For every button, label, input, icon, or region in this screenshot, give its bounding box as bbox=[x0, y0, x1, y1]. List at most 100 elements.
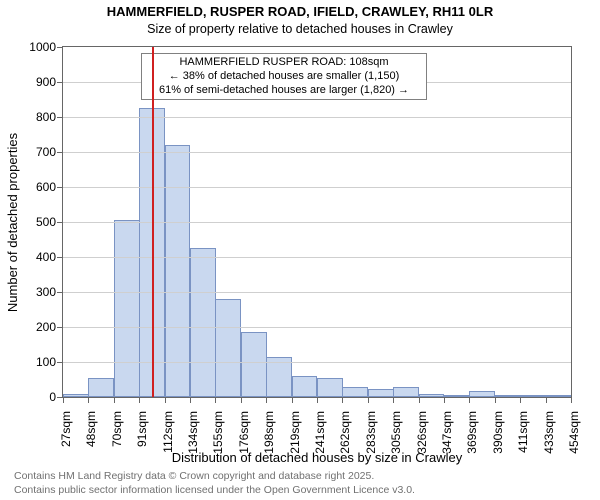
y-tick-label: 500 bbox=[16, 215, 56, 229]
histogram-bar bbox=[368, 389, 394, 397]
y-tick-label: 800 bbox=[16, 110, 56, 124]
histogram-bar bbox=[546, 395, 572, 397]
x-tick-label: 198sqm bbox=[262, 411, 276, 471]
x-tick-mark bbox=[317, 398, 318, 403]
x-tick-label: 305sqm bbox=[389, 411, 403, 471]
histogram-bar bbox=[215, 299, 241, 397]
x-tick-mark bbox=[63, 398, 64, 403]
y-tick-label: 200 bbox=[16, 320, 56, 334]
gridline bbox=[63, 187, 571, 188]
y-tick-label: 700 bbox=[16, 145, 56, 159]
x-tick-mark bbox=[571, 398, 572, 403]
gridline bbox=[63, 327, 571, 328]
x-tick-label: 283sqm bbox=[364, 411, 378, 471]
y-tick-mark bbox=[57, 257, 62, 258]
annotation-line-2: ← 38% of detached houses are smaller (1,… bbox=[146, 70, 422, 84]
x-tick-label: 369sqm bbox=[465, 411, 479, 471]
y-tick-label: 100 bbox=[16, 355, 56, 369]
histogram-bar bbox=[241, 332, 267, 397]
x-tick-label: 262sqm bbox=[338, 411, 352, 471]
histogram-bar bbox=[469, 391, 495, 397]
gridline bbox=[63, 117, 571, 118]
y-tick-mark bbox=[57, 222, 62, 223]
x-tick-mark bbox=[520, 398, 521, 403]
y-tick-mark bbox=[57, 292, 62, 293]
gridline bbox=[63, 292, 571, 293]
y-tick-mark bbox=[57, 362, 62, 363]
y-tick-label: 600 bbox=[16, 180, 56, 194]
histogram-bar bbox=[292, 376, 318, 397]
x-tick-mark bbox=[190, 398, 191, 403]
histogram-bar bbox=[495, 395, 521, 397]
histogram-bar bbox=[444, 395, 470, 397]
x-tick-mark bbox=[139, 398, 140, 403]
histogram-bar bbox=[165, 145, 191, 397]
x-tick-mark bbox=[393, 398, 394, 403]
x-tick-label: 241sqm bbox=[313, 411, 327, 471]
y-tick-mark bbox=[57, 47, 62, 48]
y-tick-label: 0 bbox=[16, 390, 56, 404]
x-tick-mark bbox=[266, 398, 267, 403]
x-tick-label: 70sqm bbox=[110, 411, 124, 471]
x-tick-mark bbox=[292, 398, 293, 403]
histogram-bar bbox=[317, 378, 343, 397]
x-tick-label: 91sqm bbox=[135, 411, 149, 471]
gridline bbox=[63, 152, 571, 153]
histogram-bar bbox=[63, 394, 89, 397]
histogram-bar bbox=[419, 394, 445, 397]
x-tick-label: 454sqm bbox=[567, 411, 581, 471]
y-tick-mark bbox=[57, 397, 62, 398]
y-tick-mark bbox=[57, 327, 62, 328]
x-tick-label: 347sqm bbox=[440, 411, 454, 471]
histogram-bar bbox=[190, 248, 216, 397]
y-tick-label: 900 bbox=[16, 75, 56, 89]
histogram-bar bbox=[520, 395, 546, 397]
chart-title-sub: Size of property relative to detached ho… bbox=[0, 22, 600, 36]
gridline bbox=[63, 257, 571, 258]
x-tick-label: 411sqm bbox=[516, 411, 530, 471]
plot-area: HAMMERFIELD RUSPER ROAD: 108sqm ← 38% of… bbox=[62, 46, 572, 398]
histogram-bar bbox=[393, 387, 419, 397]
x-tick-mark bbox=[241, 398, 242, 403]
x-tick-mark bbox=[342, 398, 343, 403]
footnote-1: Contains HM Land Registry data © Crown c… bbox=[14, 470, 374, 482]
chart-root: HAMMERFIELD, RUSPER ROAD, IFIELD, CRAWLE… bbox=[0, 0, 600, 500]
x-tick-mark bbox=[469, 398, 470, 403]
gridline bbox=[63, 362, 571, 363]
y-tick-label: 1000 bbox=[16, 40, 56, 54]
x-tick-label: 219sqm bbox=[288, 411, 302, 471]
x-tick-label: 390sqm bbox=[491, 411, 505, 471]
x-tick-label: 48sqm bbox=[84, 411, 98, 471]
gridline bbox=[63, 222, 571, 223]
x-tick-mark bbox=[165, 398, 166, 403]
x-tick-label: 155sqm bbox=[211, 411, 225, 471]
x-tick-label: 326sqm bbox=[415, 411, 429, 471]
x-tick-label: 134sqm bbox=[186, 411, 200, 471]
y-tick-mark bbox=[57, 117, 62, 118]
x-tick-mark bbox=[419, 398, 420, 403]
x-tick-mark bbox=[546, 398, 547, 403]
x-tick-label: 27sqm bbox=[59, 411, 73, 471]
histogram-bar bbox=[342, 387, 368, 398]
x-tick-mark bbox=[368, 398, 369, 403]
x-tick-mark bbox=[114, 398, 115, 403]
x-tick-mark bbox=[88, 398, 89, 403]
y-tick-label: 300 bbox=[16, 285, 56, 299]
y-tick-mark bbox=[57, 152, 62, 153]
annotation-box: HAMMERFIELD RUSPER ROAD: 108sqm ← 38% of… bbox=[141, 53, 427, 100]
y-tick-label: 400 bbox=[16, 250, 56, 264]
x-tick-label: 433sqm bbox=[542, 411, 556, 471]
footnote-2: Contains public sector information licen… bbox=[14, 484, 415, 496]
histogram-bar bbox=[88, 378, 114, 397]
chart-title-main: HAMMERFIELD, RUSPER ROAD, IFIELD, CRAWLE… bbox=[0, 4, 600, 19]
y-tick-mark bbox=[57, 187, 62, 188]
x-tick-mark bbox=[444, 398, 445, 403]
x-tick-label: 112sqm bbox=[161, 411, 175, 471]
x-tick-mark bbox=[215, 398, 216, 403]
annotation-line-1: HAMMERFIELD RUSPER ROAD: 108sqm bbox=[146, 56, 422, 70]
histogram-bar bbox=[114, 220, 140, 397]
x-tick-label: 176sqm bbox=[237, 411, 251, 471]
reference-line bbox=[152, 47, 154, 397]
x-tick-mark bbox=[495, 398, 496, 403]
annotation-line-3: 61% of semi-detached houses are larger (… bbox=[146, 84, 422, 98]
